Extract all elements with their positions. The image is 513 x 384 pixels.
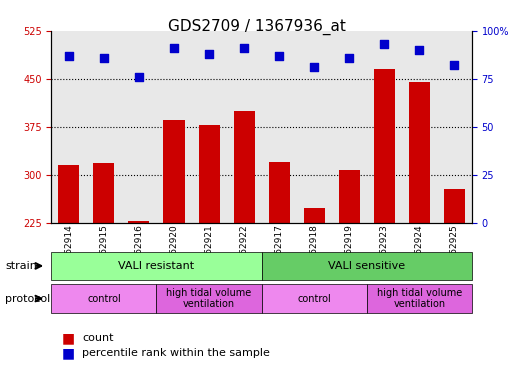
Text: protocol: protocol [5, 293, 50, 304]
Bar [128, 221, 149, 367]
Bar [58, 165, 80, 367]
Point [380, 41, 388, 47]
Point [345, 55, 353, 61]
Text: VALI sensitive: VALI sensitive [328, 261, 405, 271]
Point [415, 47, 423, 53]
Bar [164, 120, 185, 367]
Point [240, 45, 248, 51]
Text: count: count [82, 333, 113, 343]
Text: percentile rank within the sample: percentile rank within the sample [82, 348, 270, 358]
Bar [304, 208, 325, 367]
Point [310, 64, 318, 70]
Point [450, 62, 459, 68]
Point [275, 53, 283, 59]
Point [205, 51, 213, 57]
Text: high tidal volume
ventilation: high tidal volume ventilation [377, 288, 462, 310]
Bar [199, 125, 220, 367]
Bar [409, 82, 430, 367]
Text: ■: ■ [62, 346, 75, 360]
Text: VALI resistant: VALI resistant [119, 261, 194, 271]
Bar [374, 69, 395, 367]
Bar [444, 189, 465, 367]
Text: strain: strain [5, 261, 37, 271]
Text: high tidal volume
ventilation: high tidal volume ventilation [166, 288, 252, 310]
Text: control: control [298, 293, 331, 304]
Point [65, 53, 73, 59]
Point [100, 55, 108, 61]
Text: GDS2709 / 1367936_at: GDS2709 / 1367936_at [168, 19, 345, 35]
Bar [269, 162, 290, 367]
Text: control: control [87, 293, 121, 304]
Bar [93, 163, 114, 367]
Bar [339, 170, 360, 367]
Point [135, 74, 143, 80]
Bar [233, 111, 254, 367]
Text: ■: ■ [62, 331, 75, 345]
Point [170, 45, 178, 51]
